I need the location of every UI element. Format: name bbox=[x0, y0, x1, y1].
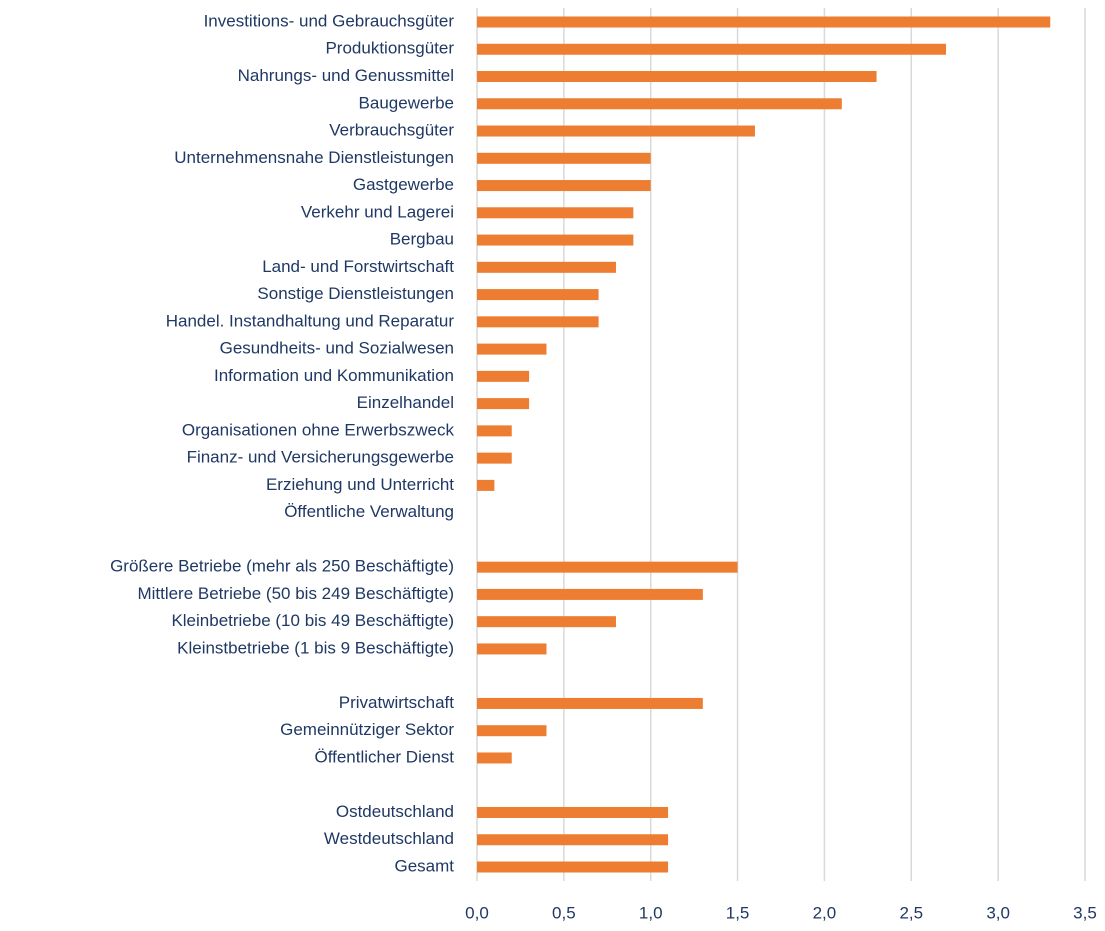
x-tick-label: 1,5 bbox=[726, 903, 750, 922]
y-tick-label: Investitions- und Gebrauchsgüter bbox=[204, 11, 455, 30]
bar bbox=[477, 152, 651, 164]
y-tick-label: Erziehung und Unterricht bbox=[266, 475, 454, 494]
x-tick-label: 2,0 bbox=[813, 903, 837, 922]
bar bbox=[477, 861, 669, 873]
y-tick-label: Information und Kommunikation bbox=[214, 366, 454, 385]
y-tick-label: Einzelhandel bbox=[357, 393, 454, 412]
bar bbox=[477, 561, 738, 573]
bar bbox=[477, 479, 495, 491]
y-tick-label: Baugewerbe bbox=[359, 93, 454, 112]
y-tick-label: Gesundheits- und Sozialwesen bbox=[220, 339, 454, 358]
x-tick-label: 0,0 bbox=[465, 903, 489, 922]
y-tick-label: Gemeinnütziger Sektor bbox=[280, 720, 454, 739]
y-tick-label: Öffentlicher Dienst bbox=[314, 747, 454, 766]
y-tick-label: Privatwirtschaft bbox=[339, 693, 455, 712]
bar bbox=[477, 616, 616, 628]
x-tick-label: 3,0 bbox=[986, 903, 1010, 922]
y-tick-label: Nahrungs- und Genussmittel bbox=[238, 66, 454, 85]
bar bbox=[477, 588, 703, 600]
y-tick-label: Finanz- und Versicherungsgewerbe bbox=[187, 448, 454, 467]
bar bbox=[477, 834, 669, 846]
x-tick-label: 1,0 bbox=[639, 903, 663, 922]
y-tick-label: Organisationen ohne Erwerbszweck bbox=[182, 420, 455, 439]
y-tick-label: Gesamt bbox=[394, 856, 454, 875]
bar bbox=[477, 207, 634, 219]
bar bbox=[477, 452, 512, 464]
y-tick-label: Unternehmensnahe Dienstleistungen bbox=[174, 148, 454, 167]
x-tick-label: 2,5 bbox=[899, 903, 923, 922]
y-tick-label: Bergbau bbox=[390, 230, 454, 249]
y-tick-label: Westdeutschland bbox=[324, 829, 454, 848]
bar bbox=[477, 234, 634, 246]
x-tick-label: 0,5 bbox=[552, 903, 576, 922]
y-tick-label: Kleinstbetriebe (1 bis 9 Beschäftigte) bbox=[177, 638, 454, 657]
y-tick-label: Mittlere Betriebe (50 bis 249 Beschäftig… bbox=[137, 584, 454, 603]
y-tick-label: Verbrauchsgüter bbox=[329, 121, 454, 140]
bar bbox=[477, 643, 547, 655]
bar bbox=[477, 125, 755, 137]
y-tick-label: Öffentliche Verwaltung bbox=[284, 502, 454, 521]
bar bbox=[477, 71, 877, 83]
bar bbox=[477, 98, 842, 110]
bar bbox=[477, 180, 651, 192]
bar bbox=[477, 261, 616, 273]
y-tick-label: Produktionsgüter bbox=[325, 39, 454, 58]
y-tick-label: Größere Betriebe (mehr als 250 Beschäfti… bbox=[110, 557, 454, 576]
y-tick-label: Sonstige Dienstleistungen bbox=[257, 284, 454, 303]
y-tick-label: Handel. Instandhaltung und Reparatur bbox=[166, 311, 455, 330]
bar bbox=[477, 725, 547, 737]
bar bbox=[477, 425, 512, 437]
bar bbox=[477, 697, 703, 709]
bar bbox=[477, 398, 530, 410]
bar bbox=[477, 806, 669, 818]
y-tick-label: Land- und Forstwirtschaft bbox=[262, 257, 454, 276]
y-tick-label: Gastgewerbe bbox=[353, 175, 454, 194]
bar bbox=[477, 289, 599, 301]
bar bbox=[477, 752, 512, 764]
bar bbox=[477, 16, 1051, 28]
bar bbox=[477, 370, 530, 382]
y-tick-label: Ostdeutschland bbox=[336, 802, 454, 821]
y-tick-label: Kleinbetriebe (10 bis 49 Beschäftigte) bbox=[171, 611, 454, 630]
x-tick-label: 3,5 bbox=[1073, 903, 1097, 922]
y-tick-label: Verkehr und Lagerei bbox=[301, 202, 454, 221]
bar bbox=[477, 316, 599, 328]
bar bbox=[477, 343, 547, 355]
bar bbox=[477, 43, 947, 55]
